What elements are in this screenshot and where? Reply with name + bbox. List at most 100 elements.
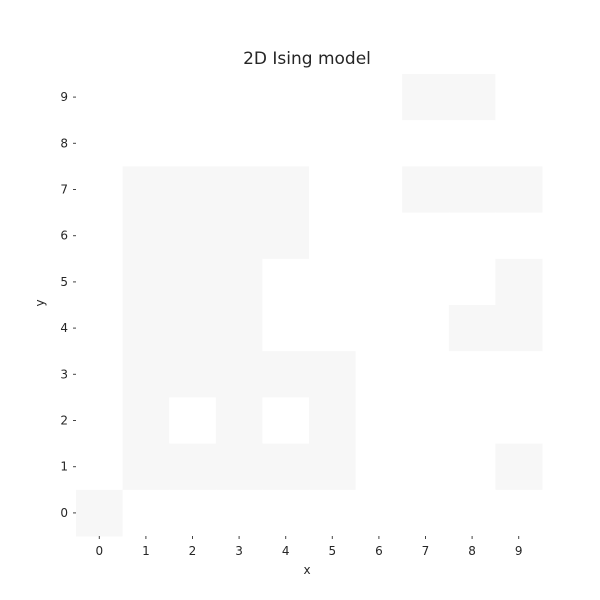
heatmap-cell-x3-y6 [215,212,263,260]
heatmap-cell-x1-y6 [122,212,170,260]
heatmap-cell-x4-y9 [262,74,310,121]
heatmap-cell-x3-y4 [215,305,263,352]
heatmap-cell-x2-y4 [169,305,217,352]
heatmap-cell-x3-y1 [215,443,263,491]
heatmap-cell-x5-y0 [309,489,357,537]
heatmap-cell-x5-y3 [309,351,357,398]
heatmap-cell-x4-y7 [262,166,310,214]
heatmap-cell-x7-y0 [402,489,450,537]
heatmap-cell-x0-y6 [76,212,124,260]
heatmap-cell-x0-y3 [76,351,124,398]
heatmap-cell-x8-y3 [448,351,496,398]
heatmap-cell-x0-y1 [76,443,124,491]
heatmap-cell-x4-y4 [262,305,310,352]
x-tick-label-7: 7 [422,544,430,558]
heatmap-cell-x6-y4 [355,305,403,352]
x-tick-label-8: 8 [468,544,476,558]
x-tick-label-1: 1 [142,544,150,558]
heatmap-cell-x7-y4 [402,305,450,352]
x-tick-label-3: 3 [235,544,243,558]
heatmap-cell-x1-y5 [122,258,170,306]
x-tick-label-6: 6 [375,544,383,558]
heatmap-cell-x6-y7 [355,166,403,214]
heatmap-cell-x2-y7 [169,166,217,214]
heatmap-cell-x1-y4 [122,305,170,352]
heatmap-cell-x1-y9 [122,74,170,121]
heatmap-cell-x0-y5 [76,258,124,306]
heatmap-cell-x4-y3 [262,351,310,398]
heatmap-cell-x6-y2 [355,397,403,445]
y-axis-ticks: 0 1 2 3 4 5 6 7 8 9 [60,90,76,520]
heatmap-cell-x9-y3 [495,351,543,398]
heatmap-cell-x9-y8 [495,120,543,167]
heatmap-cell-x9-y6 [495,212,543,260]
heatmap-cell-x0-y8 [76,120,124,167]
y-tick-label-0: 0 [60,506,68,520]
y-tick-label-3: 3 [60,367,68,381]
heatmap-cell-x0-y2 [76,397,124,445]
heatmap-cell-x9-y4 [495,305,543,352]
heatmap-cell-x8-y2 [448,397,496,445]
heatmap-cell-x5-y9 [309,74,357,121]
y-tick-label-5: 5 [60,275,68,289]
heatmap-cell-x8-y4 [448,305,496,352]
heatmap-cell-x8-y5 [448,258,496,306]
y-tick-label-9: 9 [60,90,68,104]
heatmap-cell-x4-y0 [262,489,310,537]
y-tick-label-8: 8 [60,136,68,150]
y-tick-label-4: 4 [60,321,68,335]
heatmap-cell-x5-y6 [309,212,357,260]
heatmap-cell-x4-y5 [262,258,310,306]
heatmap-cell-x1-y3 [122,351,170,398]
heatmap-cell-x4-y6 [262,212,310,260]
x-tick-label-5: 5 [328,544,336,558]
heatmap-cell-x5-y4 [309,305,357,352]
heatmap-cell-x6-y1 [355,443,403,491]
heatmap-cell-x6-y8 [355,120,403,167]
x-tick-label-0: 0 [95,544,103,558]
heatmap-cell-x3-y0 [215,489,263,537]
heatmap-cell-x6-y5 [355,258,403,306]
heatmap-cell-x6-y3 [355,351,403,398]
heatmap-cell-x8-y7 [448,166,496,214]
heatmap-cell-x1-y0 [122,489,170,537]
heatmap-cell-x7-y2 [402,397,450,445]
y-tick-label-7: 7 [60,183,68,197]
heatmap-cell-x1-y7 [122,166,170,214]
heatmap-cell-x8-y8 [448,120,496,167]
heatmap-cell-x2-y9 [169,74,217,121]
heatmap-cell-x1-y1 [122,443,170,491]
heatmap-cell-x2-y2 [169,397,217,445]
heatmap-cell-x9-y9 [495,74,543,121]
heatmap-cell-x7-y9 [402,74,450,121]
heatmap-cell-x0-y4 [76,305,124,352]
heatmap-cell-x0-y9 [76,74,124,121]
chart-title: 2D Ising model [243,49,371,69]
heatmap-cell-x2-y3 [169,351,217,398]
heatmap-cell-x4-y1 [262,443,310,491]
heatmap-cell-x7-y6 [402,212,450,260]
heatmap-cell-x3-y9 [215,74,263,121]
y-tick-label-2: 2 [60,414,68,428]
heatmap-cell-x9-y1 [495,443,543,491]
heatmap-cell-x3-y5 [215,258,263,306]
heatmap-cell-x0-y7 [76,166,124,214]
heatmap-cell-x6-y9 [355,74,403,121]
heatmap-cell-x6-y0 [355,489,403,537]
heatmap-cell-x8-y6 [448,212,496,260]
y-tick-label-1: 1 [60,460,68,474]
heatmap-cell-x7-y8 [402,120,450,167]
heatmap-cell-x2-y6 [169,212,217,260]
heatmap-cell-x8-y1 [448,443,496,491]
heatmap-cells [76,74,543,537]
x-tick-label-9: 9 [515,544,523,558]
heatmap-cell-x2-y5 [169,258,217,306]
heatmap-cell-x2-y1 [169,443,217,491]
heatmap-cell-x5-y5 [309,258,357,306]
heatmap-cell-x5-y7 [309,166,357,214]
x-tick-label-4: 4 [282,544,290,558]
heatmap-cell-x9-y5 [495,258,543,306]
x-axis-label: x [303,563,310,577]
heatmap-cell-x3-y3 [215,351,263,398]
heatmap-cell-x1-y2 [122,397,170,445]
